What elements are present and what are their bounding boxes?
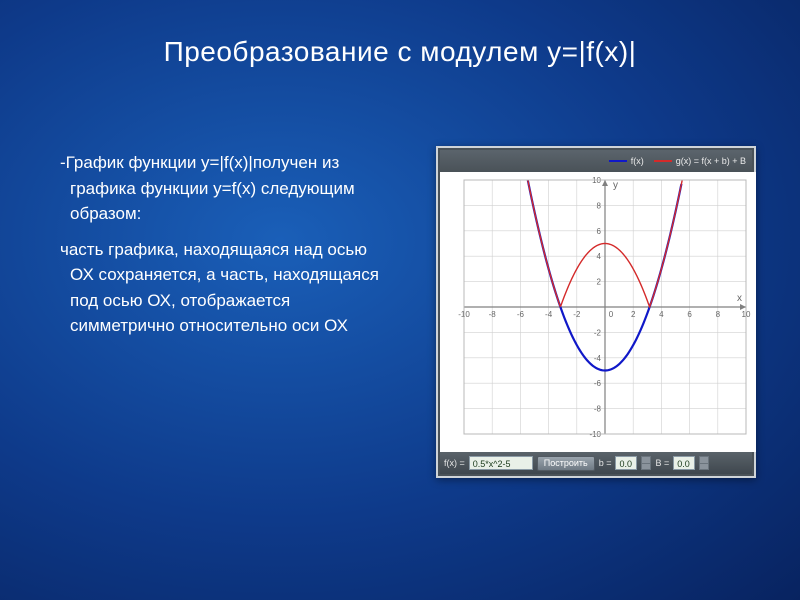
svg-text:8: 8 bbox=[716, 310, 721, 319]
svg-text:x: x bbox=[737, 293, 742, 304]
b-input[interactable]: 0.0 bbox=[615, 456, 637, 470]
legend-swatch-f bbox=[609, 160, 627, 162]
svg-text:-8: -8 bbox=[594, 405, 602, 414]
plot-svg: -10-8-6-4-20246810-10-8-6-4-2246810xy bbox=[440, 172, 756, 452]
svg-text:-6: -6 bbox=[517, 310, 525, 319]
big-b-label: B = bbox=[655, 458, 669, 468]
legend-label-f: f(x) bbox=[631, 156, 644, 166]
chart-panel: f(x) g(x) = f(x + b) + B -10-8-6-4-20246… bbox=[436, 146, 756, 478]
svg-text:-2: -2 bbox=[594, 328, 602, 337]
f-input[interactable]: 0.5*x^2-5 bbox=[469, 456, 533, 470]
b-spinner[interactable] bbox=[641, 456, 651, 470]
slide: Преобразование с модулем y=|f(x)| -Графи… bbox=[0, 0, 800, 600]
plot-area: -10-8-6-4-20246810-10-8-6-4-2246810xy bbox=[440, 172, 756, 452]
controls-row: f(x) = 0.5*x^2-5 Построить b = 0.0 B = 0… bbox=[440, 452, 752, 474]
svg-text:-2: -2 bbox=[573, 310, 581, 319]
svg-text:-4: -4 bbox=[594, 354, 602, 363]
svg-text:-6: -6 bbox=[594, 379, 602, 388]
slide-title: Преобразование с модулем y=|f(x)| bbox=[0, 36, 800, 68]
f-label: f(x) = bbox=[444, 458, 465, 468]
svg-text:4: 4 bbox=[597, 252, 602, 261]
big-b-input[interactable]: 0.0 bbox=[673, 456, 695, 470]
b-label: b = bbox=[599, 458, 612, 468]
svg-text:0: 0 bbox=[609, 310, 614, 319]
svg-text:-8: -8 bbox=[489, 310, 497, 319]
paragraph-2: часть графика, находящаяся над осью ОХ с… bbox=[60, 237, 390, 339]
big-b-spinner[interactable] bbox=[699, 456, 709, 470]
legend-swatch-g bbox=[654, 160, 672, 162]
svg-text:2: 2 bbox=[597, 278, 602, 287]
svg-text:y: y bbox=[613, 180, 618, 191]
svg-text:6: 6 bbox=[687, 310, 692, 319]
chart-legend: f(x) g(x) = f(x + b) + B bbox=[440, 150, 752, 172]
svg-text:8: 8 bbox=[597, 201, 602, 210]
paragraph-1: -График функции y=|f(x)|получен из графи… bbox=[60, 150, 390, 227]
svg-text:4: 4 bbox=[659, 310, 664, 319]
legend-label-g: g(x) = f(x + b) + B bbox=[676, 156, 746, 166]
body-text: -График функции y=|f(x)|получен из графи… bbox=[60, 150, 390, 349]
build-button[interactable]: Построить bbox=[537, 456, 595, 471]
svg-text:-4: -4 bbox=[545, 310, 553, 319]
svg-text:2: 2 bbox=[631, 310, 636, 319]
svg-text:6: 6 bbox=[597, 227, 602, 236]
